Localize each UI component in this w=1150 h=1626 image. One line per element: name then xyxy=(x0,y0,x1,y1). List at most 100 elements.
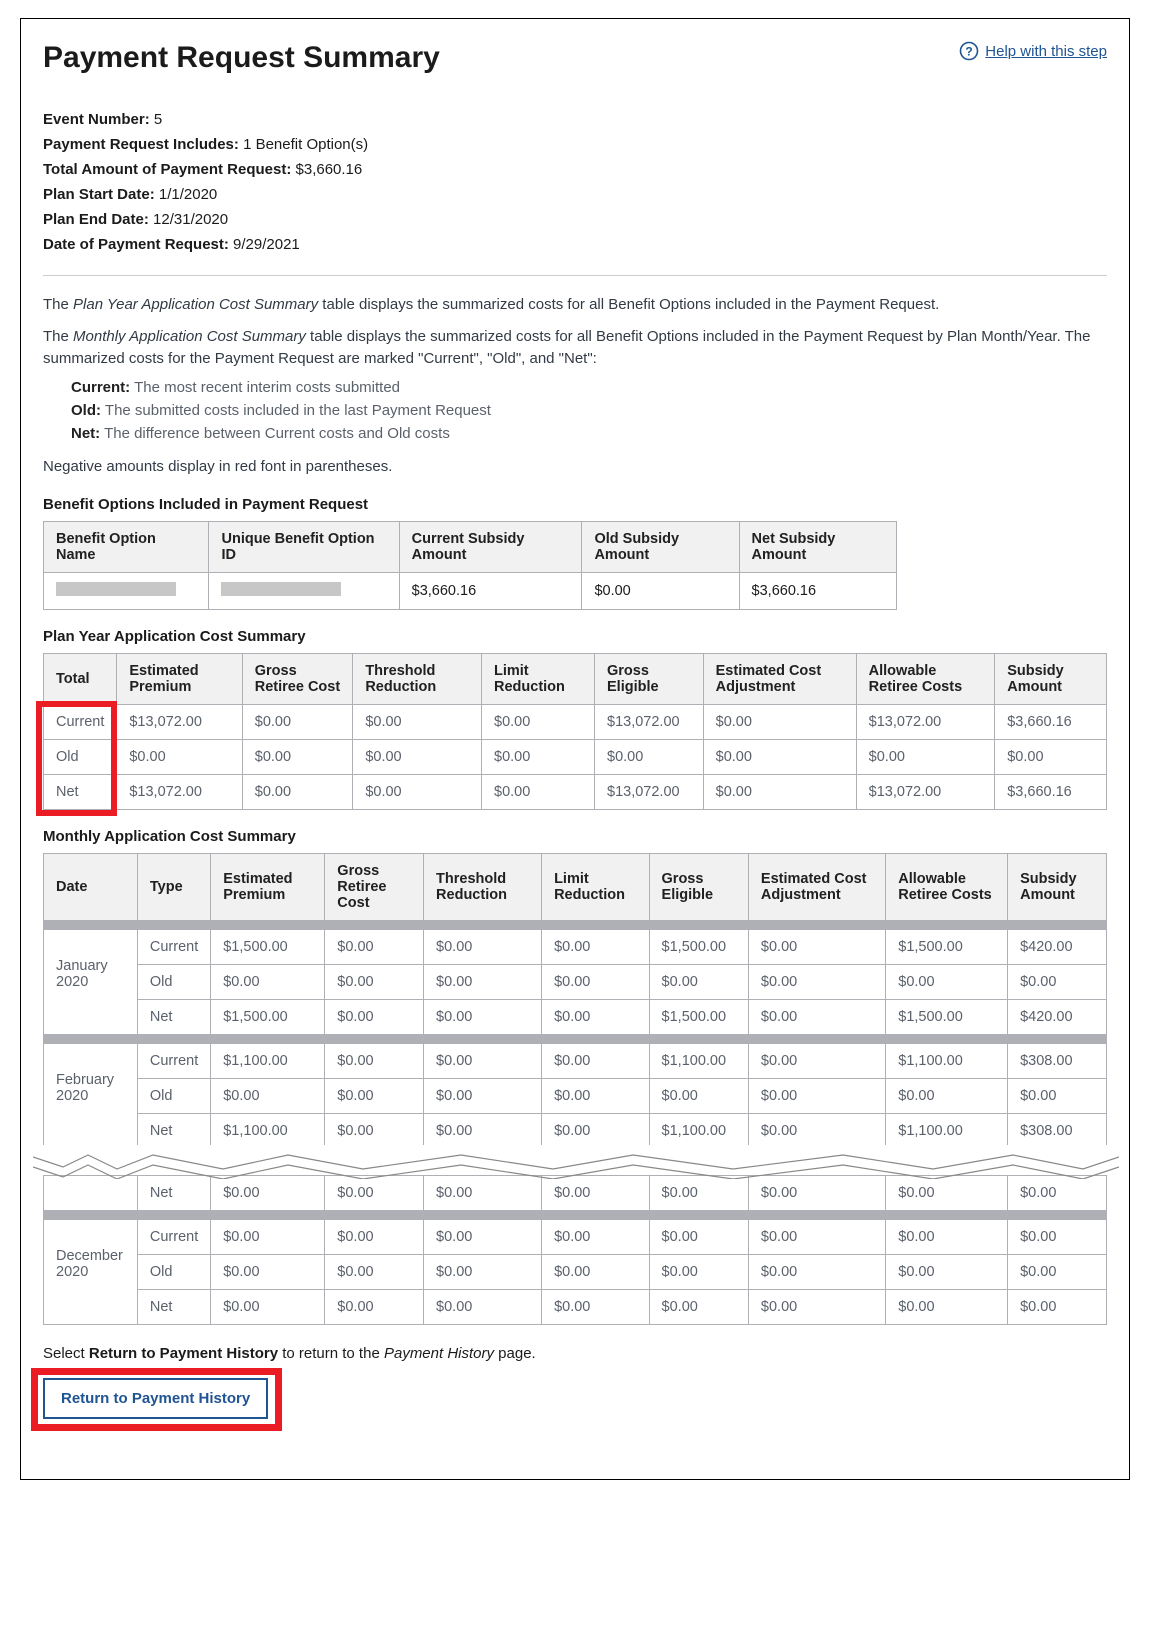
monthly-header: Subsidy Amount xyxy=(1008,854,1107,921)
plan-cell: $13,072.00 xyxy=(117,705,242,740)
monthly-row: Old$0.00$0.00$0.00$0.00$0.00$0.00$0.00$0… xyxy=(44,1255,1107,1290)
monthly-cell: $0.00 xyxy=(748,1255,885,1290)
meta-total: Total Amount of Payment Request: $3,660.… xyxy=(43,161,1107,178)
monthly-cell: $1,500.00 xyxy=(211,930,325,965)
monthly-cell: $0.00 xyxy=(1008,1255,1107,1290)
monthly-cell: $0.00 xyxy=(649,1255,748,1290)
monthly-cell: $0.00 xyxy=(211,1079,325,1114)
plan-cell: $13,072.00 xyxy=(595,705,704,740)
plan-year-wrap: TotalEstimated PremiumGross Retiree Cost… xyxy=(43,653,1107,810)
monthly-cell: $0.00 xyxy=(325,965,424,1000)
monthly-cell: $0.00 xyxy=(542,1079,649,1114)
return-to-payment-history-button[interactable]: Return to Payment History xyxy=(43,1378,268,1419)
monthly-row: January 2020Current$1,500.00$0.00$0.00$0… xyxy=(44,930,1107,965)
monthly-cell: $420.00 xyxy=(1008,1000,1107,1035)
monthly-cell: $0.00 xyxy=(886,1290,1008,1325)
monthly-cell: Old xyxy=(137,1255,210,1290)
monthly-cell: $1,100.00 xyxy=(649,1114,748,1149)
monthly-label: Monthly Application Cost Summary xyxy=(43,828,1107,845)
monthly-cell: $0.00 xyxy=(325,1044,424,1079)
monthly-header: Allowable Retiree Costs xyxy=(886,854,1008,921)
help-link-label: Help with this step xyxy=(985,43,1107,60)
plan-cell: $0.00 xyxy=(353,705,482,740)
torn-edge xyxy=(33,1145,1119,1179)
monthly-cell: $0.00 xyxy=(542,1114,649,1149)
monthly-cell: Net xyxy=(137,1176,210,1211)
meta-includes: Payment Request Includes: 1 Benefit Opti… xyxy=(43,136,1107,153)
plan-cell: $0.00 xyxy=(995,740,1107,775)
plan-header: Limit Reduction xyxy=(482,654,595,705)
monthly-cell: $0.00 xyxy=(424,1255,542,1290)
monthly-header: Estimated Cost Adjustment xyxy=(748,854,885,921)
monthly-header: Type xyxy=(137,854,210,921)
monthly-cell: $0.00 xyxy=(748,1114,885,1149)
monthly-cell: $0.00 xyxy=(325,930,424,965)
plan-year-table: TotalEstimated PremiumGross Retiree Cost… xyxy=(43,653,1107,810)
monthly-cell: $0.00 xyxy=(542,965,649,1000)
month-cell: December 2020 xyxy=(44,1220,138,1325)
plan-cell: $3,660.16 xyxy=(995,705,1107,740)
monthly-row: Net$1,500.00$0.00$0.00$0.00$1,500.00$0.0… xyxy=(44,1000,1107,1035)
monthly-cell: $0.00 xyxy=(424,1000,542,1035)
monthly-cell: $0.00 xyxy=(325,1079,424,1114)
plan-header: Threshold Reduction xyxy=(353,654,482,705)
monthly-cell: $0.00 xyxy=(211,965,325,1000)
plan-cell: Old xyxy=(44,740,117,775)
plan-cell: $0.00 xyxy=(703,775,856,810)
monthly-header: Estimated Premium xyxy=(211,854,325,921)
help-link[interactable]: ? Help with this step xyxy=(959,41,1107,61)
monthly-cell: Old xyxy=(137,1079,210,1114)
month-cell: February 2020 xyxy=(44,1044,138,1149)
page-container: Payment Request Summary ? Help with this… xyxy=(20,18,1130,1480)
monthly-header: Gross Retiree Cost xyxy=(325,854,424,921)
separator xyxy=(43,275,1107,276)
monthly-cell: $0.00 xyxy=(542,1290,649,1325)
plan-row: Current$13,072.00$0.00$0.00$0.00$13,072.… xyxy=(44,705,1107,740)
monthly-cell: $0.00 xyxy=(748,1176,885,1211)
monthly-row: Net$0.00$0.00$0.00$0.00$0.00$0.00$0.00$0… xyxy=(44,1176,1107,1211)
button-wrap: Return to Payment History xyxy=(43,1378,268,1419)
benefit-cell: $3,660.16 xyxy=(739,573,896,610)
para-monthly: The Monthly Application Cost Summary tab… xyxy=(43,326,1107,370)
meta-start: Plan Start Date: 1/1/2020 xyxy=(43,186,1107,203)
monthly-row: Net$0.00$0.00$0.00$0.00$0.00$0.00$0.00$0… xyxy=(44,1290,1107,1325)
benefit-label: Benefit Options Included in Payment Requ… xyxy=(43,496,1107,513)
monthly-cell: $0.00 xyxy=(424,1220,542,1255)
monthly-cell: $0.00 xyxy=(325,1176,424,1211)
month-cell: January 2020 xyxy=(44,930,138,1035)
plan-year-label: Plan Year Application Cost Summary xyxy=(43,628,1107,645)
monthly-cell: Current xyxy=(137,930,210,965)
monthly-row: Net$1,100.00$0.00$0.00$0.00$1,100.00$0.0… xyxy=(44,1114,1107,1149)
benefit-header: Net Subsidy Amount xyxy=(739,522,896,573)
monthly-cell: $0.00 xyxy=(424,1176,542,1211)
monthly-cell: $0.00 xyxy=(211,1290,325,1325)
monthly-cell: $0.00 xyxy=(886,1220,1008,1255)
plan-header: Total xyxy=(44,654,117,705)
monthly-cell: $0.00 xyxy=(542,1255,649,1290)
redacted-value xyxy=(221,582,341,596)
plan-header: Gross Retiree Cost xyxy=(242,654,353,705)
plan-cell: $0.00 xyxy=(703,705,856,740)
para-plan-year: The Plan Year Application Cost Summary t… xyxy=(43,294,1107,316)
page-title: Payment Request Summary xyxy=(43,41,440,75)
monthly-cell: $0.00 xyxy=(649,1079,748,1114)
monthly-cell: $0.00 xyxy=(424,965,542,1000)
monthly-row: February 2020Current$1,100.00$0.00$0.00$… xyxy=(44,1044,1107,1079)
monthly-cell: $0.00 xyxy=(1008,965,1107,1000)
plan-header: Subsidy Amount xyxy=(995,654,1107,705)
monthly-cell: $1,100.00 xyxy=(886,1044,1008,1079)
monthly-cell: $0.00 xyxy=(542,1000,649,1035)
month-cell xyxy=(44,1176,138,1211)
monthly-cell: $0.00 xyxy=(325,1255,424,1290)
benefit-table: Benefit Option NameUnique Benefit Option… xyxy=(43,521,897,610)
header-row: Payment Request Summary ? Help with this… xyxy=(43,41,1107,103)
monthly-cell: $308.00 xyxy=(1008,1044,1107,1079)
monthly-header: Limit Reduction xyxy=(542,854,649,921)
monthly-cell: $0.00 xyxy=(325,1290,424,1325)
monthly-cell: $0.00 xyxy=(211,1176,325,1211)
monthly-cell: Net xyxy=(137,1000,210,1035)
monthly-cell: $0.00 xyxy=(1008,1220,1107,1255)
monthly-cell: $0.00 xyxy=(748,1079,885,1114)
plan-cell: $0.00 xyxy=(482,775,595,810)
plan-row: Old$0.00$0.00$0.00$0.00$0.00$0.00$0.00$0… xyxy=(44,740,1107,775)
